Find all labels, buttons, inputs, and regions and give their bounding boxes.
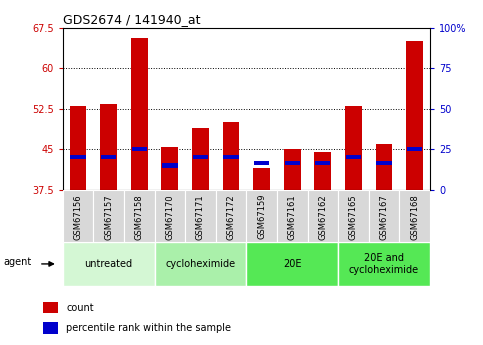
Text: untreated: untreated (85, 259, 133, 269)
Bar (193, 155, 208, 159)
Text: GSM67170: GSM67170 (165, 194, 174, 239)
Bar (93, 190, 124, 242)
Text: GSM67162: GSM67162 (318, 194, 327, 239)
Bar (246, 241, 338, 286)
Bar (216, 190, 246, 242)
Bar (162, 163, 177, 168)
Bar (43, 322, 58, 334)
Bar (100, 104, 117, 190)
Text: 20E and
cycloheximide: 20E and cycloheximide (349, 253, 419, 275)
Bar (63, 241, 155, 286)
Text: GSM67159: GSM67159 (257, 194, 266, 239)
Bar (308, 190, 338, 242)
Bar (71, 155, 86, 159)
Text: GSM67167: GSM67167 (380, 194, 388, 240)
Bar (131, 38, 148, 190)
Bar (338, 241, 430, 286)
Bar (223, 122, 240, 190)
Bar (406, 41, 423, 190)
Bar (254, 160, 270, 165)
Bar (284, 149, 300, 190)
Bar (369, 190, 399, 242)
Bar (63, 190, 93, 242)
Bar (338, 190, 369, 242)
Text: GSM67157: GSM67157 (104, 194, 113, 239)
Bar (284, 160, 300, 165)
Text: GSM67161: GSM67161 (288, 194, 297, 239)
Text: GSM67156: GSM67156 (73, 194, 83, 239)
Text: 20E: 20E (283, 259, 301, 269)
Bar (407, 147, 422, 151)
Bar (101, 155, 116, 159)
Text: count: count (66, 303, 94, 313)
Text: GSM67165: GSM67165 (349, 194, 358, 239)
Bar (124, 190, 155, 242)
Bar (70, 106, 86, 190)
Bar (192, 128, 209, 190)
Bar (345, 106, 362, 190)
Bar (253, 168, 270, 190)
Text: cycloheximide: cycloheximide (165, 259, 236, 269)
Text: percentile rank within the sample: percentile rank within the sample (66, 323, 231, 333)
Text: GSM67171: GSM67171 (196, 194, 205, 239)
Bar (131, 147, 147, 151)
Bar (155, 190, 185, 242)
Bar (346, 155, 361, 159)
Bar (185, 190, 216, 242)
Text: GSM67158: GSM67158 (135, 194, 144, 239)
Bar (246, 190, 277, 242)
Bar (376, 144, 392, 190)
Text: GDS2674 / 141940_at: GDS2674 / 141940_at (63, 13, 200, 27)
Bar (376, 160, 392, 165)
Bar (161, 147, 178, 190)
Bar (315, 160, 330, 165)
Text: GSM67172: GSM67172 (227, 194, 236, 239)
Bar (277, 190, 308, 242)
Bar (223, 155, 239, 159)
Bar (43, 302, 58, 313)
Bar (314, 152, 331, 190)
Text: GSM67168: GSM67168 (410, 194, 419, 240)
Bar (399, 190, 430, 242)
Text: agent: agent (3, 257, 31, 267)
Bar (155, 241, 246, 286)
